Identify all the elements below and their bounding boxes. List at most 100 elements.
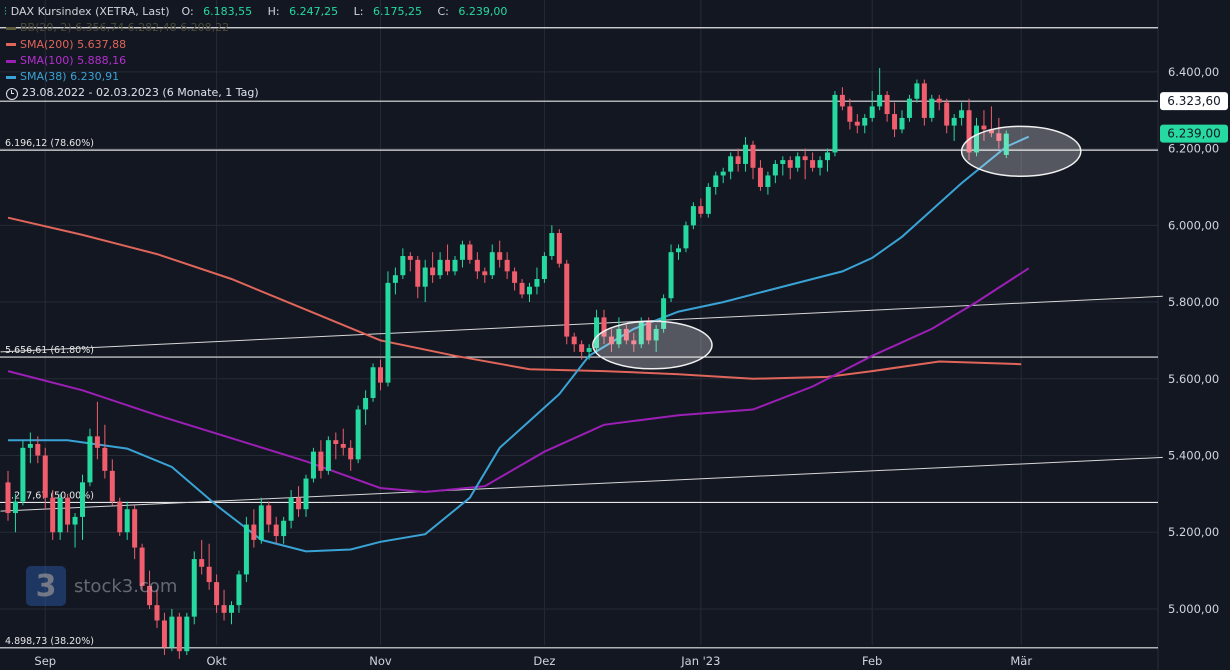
candle-body xyxy=(80,482,85,517)
candle-body xyxy=(221,605,227,613)
candle-body xyxy=(899,117,905,130)
candle-body xyxy=(676,248,681,253)
candle-body xyxy=(318,451,324,471)
sma38-value: 6.230,91 xyxy=(70,70,120,84)
candle-body xyxy=(847,106,853,122)
candle-body xyxy=(445,259,451,272)
candle-body xyxy=(601,317,607,337)
legend-sma38-row[interactable]: SMA(38) 6.230,91 xyxy=(4,69,507,85)
candle-body xyxy=(124,509,130,533)
legend-range-row[interactable]: 23.08.2022 - 02.03.2023 (6 Monate, 1 Tag… xyxy=(4,85,507,101)
x-tick-label: Mär xyxy=(1010,654,1032,668)
candle-body xyxy=(579,344,585,352)
x-tick-label: Sep xyxy=(34,654,56,668)
y-tick-label: 6.200,00 xyxy=(1168,142,1219,156)
candle-body xyxy=(296,497,302,510)
candle-body xyxy=(668,252,674,299)
candle-body xyxy=(87,436,93,483)
candle-body xyxy=(109,470,115,502)
candle-body xyxy=(27,444,33,448)
highlight-ellipses xyxy=(592,125,1082,370)
price-label-box xyxy=(1160,124,1228,143)
candle-body xyxy=(184,616,190,652)
candle-body xyxy=(869,106,875,118)
candle-body xyxy=(281,520,287,537)
candle-body xyxy=(720,171,726,176)
candle-body xyxy=(340,444,346,448)
legend-bb-row[interactable]: BB(20, 2) 6.356,74 6.282,48 6.208,22 xyxy=(4,20,507,36)
candle-body xyxy=(527,286,532,295)
bb-swatch xyxy=(6,26,16,30)
candle-body xyxy=(214,582,220,606)
y-tick-label: 6.400,00 xyxy=(1168,65,1219,79)
y-tick-label: 6.000,00 xyxy=(1168,218,1219,232)
candle-body xyxy=(817,160,823,168)
sma38-swatch xyxy=(6,75,16,79)
fib-level-label: 4.898,73 (38.20%) xyxy=(5,636,94,647)
sma200-swatch xyxy=(6,43,16,47)
candle-body xyxy=(57,497,63,533)
y-tick-label: 5.600,00 xyxy=(1168,372,1219,386)
candle-body xyxy=(541,256,547,280)
candle-body xyxy=(750,144,756,168)
x-tick-label: Nov xyxy=(369,654,392,668)
candle-body xyxy=(519,282,525,295)
candle-body xyxy=(661,298,667,329)
candle-body xyxy=(325,440,331,471)
legend-title-row[interactable]: ⫶ DAX Kursindex (XETRA, Last) O: 6.183,5… xyxy=(4,4,507,20)
x-tick-label: Dez xyxy=(533,654,555,668)
candle-body xyxy=(959,110,965,118)
candle-body xyxy=(743,144,749,164)
candle-body xyxy=(497,252,503,260)
low-label: L: xyxy=(353,5,364,18)
candle-body xyxy=(631,340,637,345)
candle-body xyxy=(191,559,197,617)
candle-body xyxy=(385,282,391,383)
candle-body xyxy=(765,175,771,187)
candle-body xyxy=(914,83,920,99)
legend-sma100-row[interactable]: SMA(100) 5.888,16 xyxy=(4,53,507,69)
fibonacci-levels: 6.196,12 (78.60%) 5.656,61 (61.80%) 5.277,… xyxy=(0,27,1158,649)
candle-body xyxy=(825,152,830,161)
candle-body xyxy=(839,94,845,107)
candle-body xyxy=(258,505,264,540)
candle-body xyxy=(94,436,100,448)
sma100-value: 5.888,16 xyxy=(77,53,127,67)
sma38-line xyxy=(8,135,1030,553)
candle-body xyxy=(549,233,555,257)
candle-body xyxy=(378,367,383,383)
candle-body xyxy=(713,175,719,187)
candle-body xyxy=(966,110,972,153)
candle-body xyxy=(65,497,71,525)
candle-body xyxy=(504,259,510,272)
candle-body xyxy=(35,444,41,456)
price-label: 6.323,60 xyxy=(1167,94,1220,108)
highlight-ellipse xyxy=(960,125,1082,177)
candle-body xyxy=(884,94,890,115)
candle-body xyxy=(534,279,540,287)
candle-body xyxy=(623,328,629,341)
fib-level-label: 6.196,12 (78.60%) xyxy=(5,138,94,149)
candle-body xyxy=(102,447,108,471)
candle-body xyxy=(266,505,272,525)
candle-body xyxy=(512,271,518,283)
sma200-label: SMA(200) xyxy=(20,37,74,51)
x-tick-label: Jan '23 xyxy=(680,654,720,668)
y-tick-label: 5.000,00 xyxy=(1168,602,1219,616)
candle-body xyxy=(5,482,11,514)
candle-body xyxy=(854,121,860,126)
candle-body xyxy=(236,574,242,606)
price-label-box xyxy=(1160,92,1228,111)
axes: 6.400,00 6.200,00 6.000,00 5.800,00 5.600,00… xyxy=(34,65,1228,668)
sma200-line xyxy=(7,216,1022,380)
candle-body xyxy=(1003,133,1009,155)
candle-body xyxy=(117,501,123,533)
legend-sma200-row[interactable]: SMA(200) 5.637,88 xyxy=(4,37,507,53)
ohlc-values: O: 6.183,55 H: 6.247,25 L: 6.175,25 C: 6… xyxy=(169,4,507,20)
candle-body xyxy=(288,497,294,521)
candle-body xyxy=(459,244,465,260)
candle-body xyxy=(139,547,145,586)
candle-body xyxy=(974,125,979,153)
candle-body xyxy=(936,98,942,103)
